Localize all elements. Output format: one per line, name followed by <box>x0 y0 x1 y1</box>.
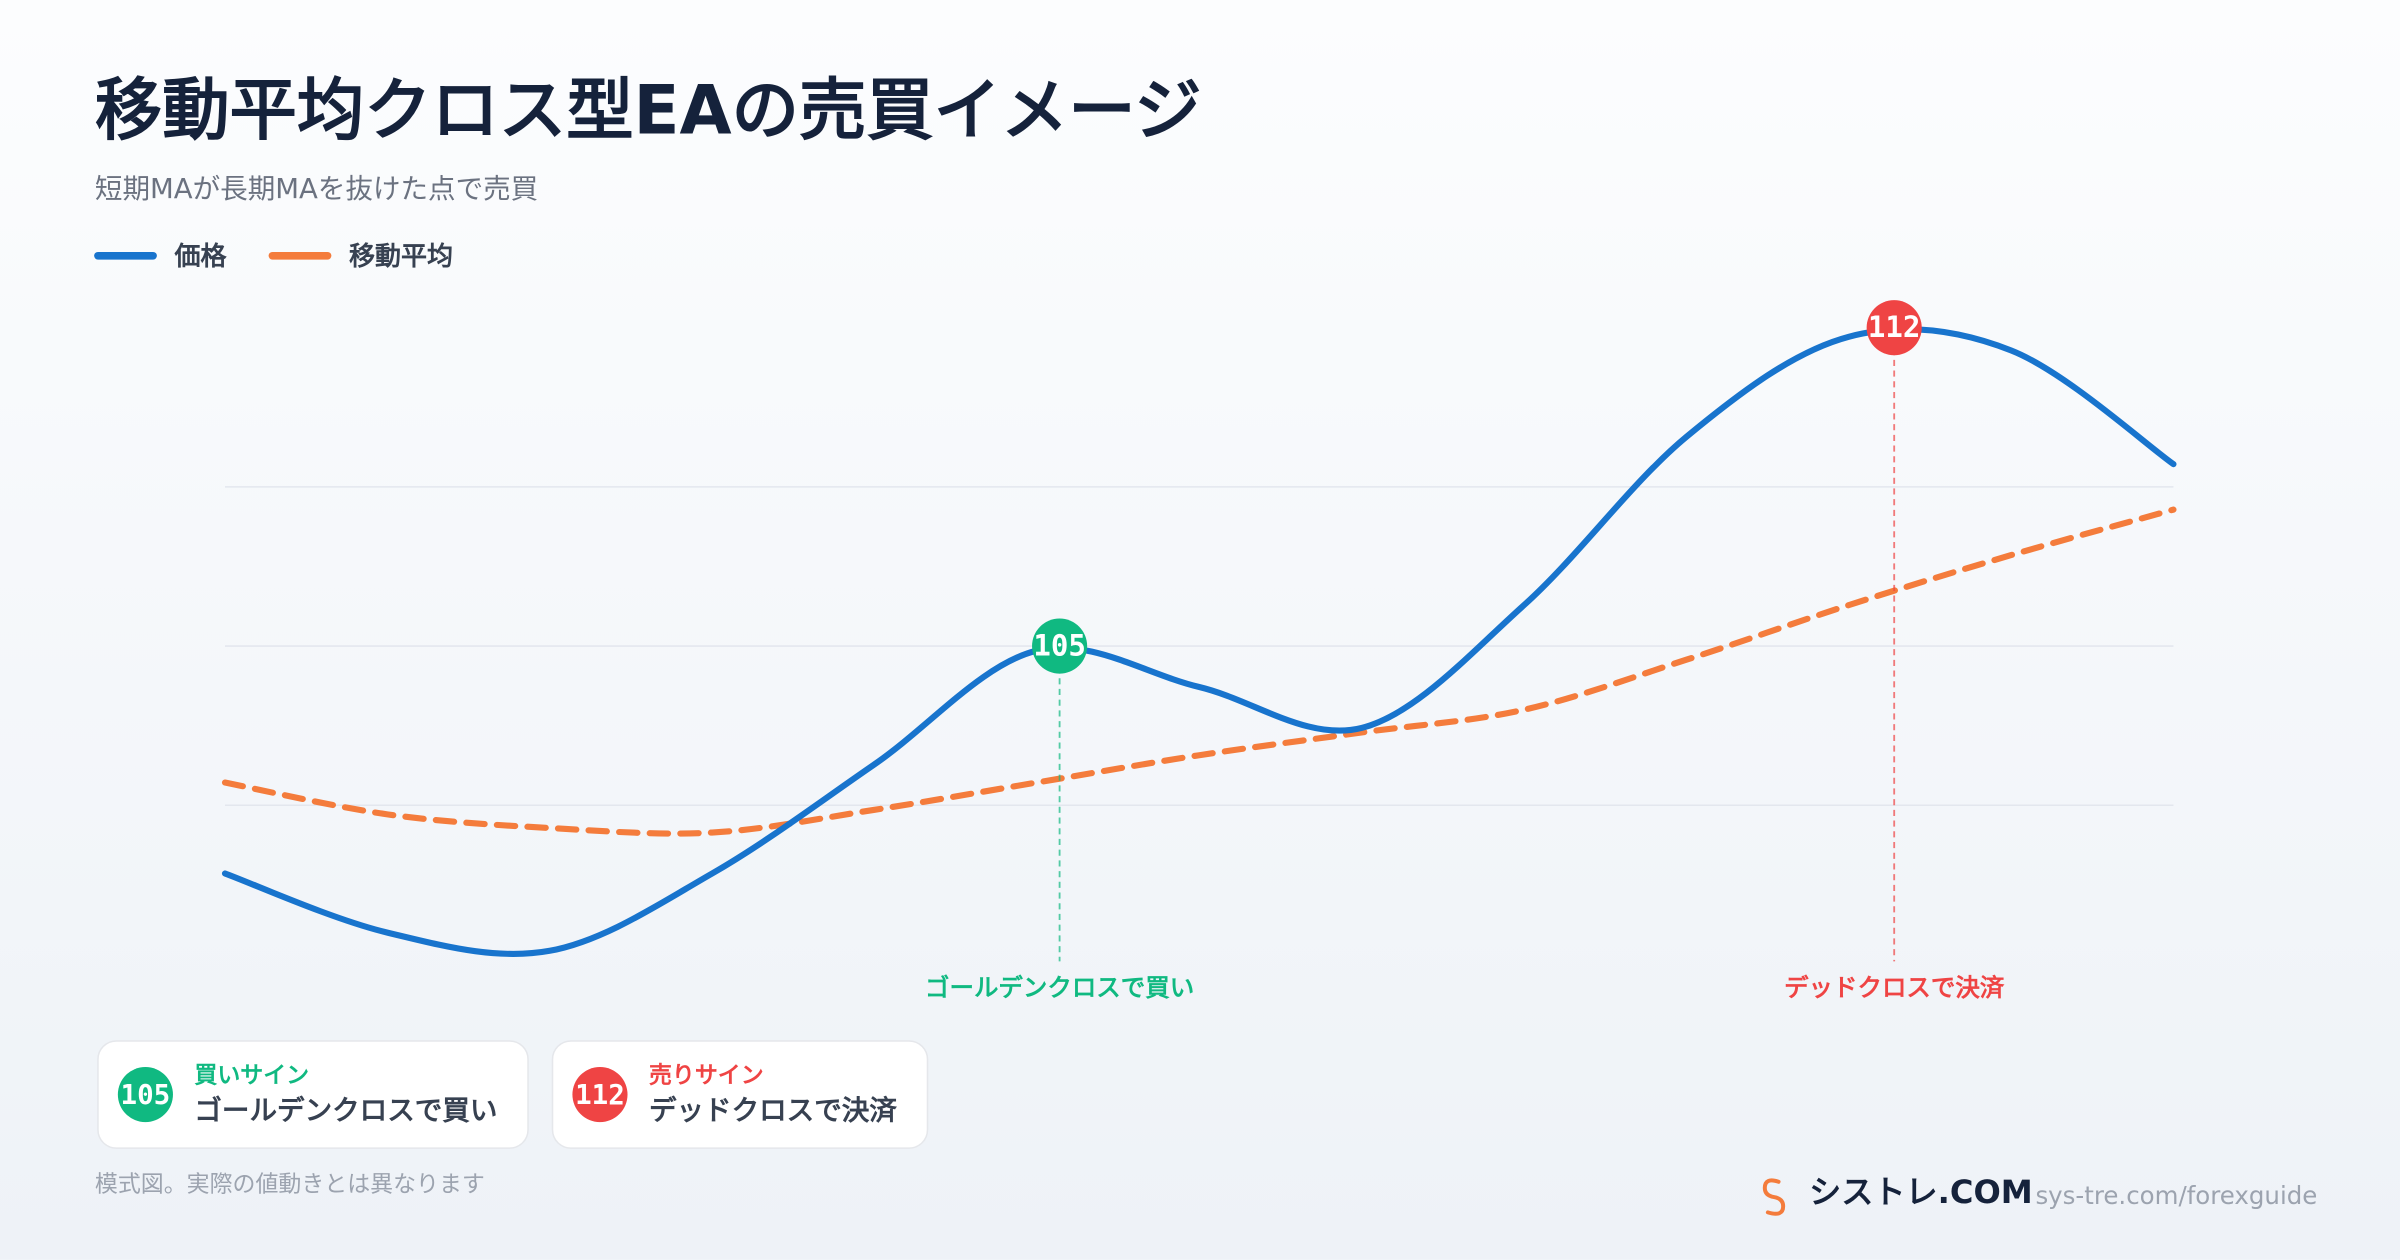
marker <box>1032 618 1088 674</box>
card-badge-label: 105 <box>121 1079 171 1111</box>
marker-label: 112 <box>1868 310 1921 344</box>
marker <box>1866 300 1922 356</box>
card-bg <box>551 1040 929 1149</box>
url: sys-tre.com/forexguide <box>2035 1181 2317 1210</box>
card-text: デッドクロスで決済 <box>649 1094 897 1126</box>
subtitle: 短期MAが長期MAを抜けた点で売買 <box>95 173 538 205</box>
series-line <box>221 506 2177 837</box>
marker-label: 105 <box>1033 629 1086 663</box>
footnote: 模式図。実際の値動きとは異なります <box>95 1171 485 1197</box>
card-title: 売りサイン <box>649 1063 764 1089</box>
brand: シストレ.COM <box>1809 1173 2033 1211</box>
card-badge <box>572 1066 628 1123</box>
plot: 105 ゴールデンクロスで買い 112 デッドクロスで決済 <box>221 300 2177 1002</box>
card-badge-label: 112 <box>575 1079 625 1111</box>
logo <box>1762 1178 1786 1216</box>
series-line <box>221 326 2177 958</box>
chart-title: 移動平均クロス型EAの売買イメージ <box>95 70 1202 149</box>
card-title: 買いサイン <box>194 1063 309 1089</box>
card-bg <box>97 1040 529 1149</box>
card-text: ゴールデンクロスで買い <box>194 1094 497 1126</box>
legend-label: 移動平均 <box>349 242 453 272</box>
annotation-label: デッドクロスで決済 <box>1784 973 2005 1002</box>
card-badge <box>117 1066 173 1123</box>
legend-label: 価格 <box>173 241 227 272</box>
annotation-label: ゴールデンクロスで買い <box>925 973 1194 1002</box>
